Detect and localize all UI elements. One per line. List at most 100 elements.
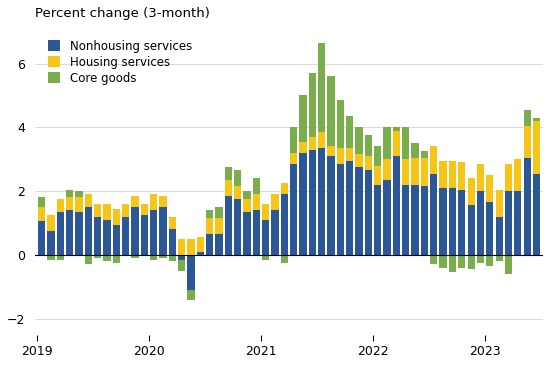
Bar — [57, 199, 64, 212]
Bar — [66, 189, 73, 197]
Bar — [280, 194, 288, 255]
Bar — [486, 255, 493, 266]
Bar — [365, 135, 372, 156]
Bar — [225, 180, 232, 196]
Bar — [225, 167, 232, 180]
Bar — [458, 189, 465, 255]
Bar — [122, 204, 129, 217]
Bar — [262, 255, 270, 260]
Bar — [449, 255, 456, 272]
Bar — [477, 164, 484, 191]
Bar — [383, 180, 390, 255]
Bar — [252, 210, 260, 255]
Bar — [94, 217, 101, 255]
Bar — [383, 127, 390, 159]
Bar — [346, 148, 354, 161]
Bar — [290, 127, 298, 153]
Bar — [430, 255, 437, 265]
Bar — [150, 210, 157, 255]
Bar — [327, 76, 335, 146]
Text: Percent change (3-month): Percent change (3-month) — [35, 7, 210, 20]
Bar — [113, 224, 120, 255]
Bar — [262, 220, 270, 255]
Bar — [47, 231, 54, 255]
Bar — [430, 146, 437, 174]
Bar — [178, 255, 185, 260]
Bar — [234, 199, 241, 255]
Bar — [160, 207, 167, 255]
Bar — [47, 255, 54, 260]
Bar — [496, 217, 503, 255]
Bar — [66, 197, 73, 210]
Bar — [131, 196, 139, 207]
Bar — [188, 255, 195, 290]
Bar — [514, 159, 521, 191]
Bar — [75, 191, 82, 197]
Bar — [85, 207, 92, 255]
Bar — [524, 126, 531, 158]
Bar — [365, 170, 372, 255]
Bar — [188, 239, 195, 255]
Bar — [169, 229, 176, 255]
Bar — [337, 148, 344, 164]
Bar — [290, 164, 298, 255]
Bar — [141, 215, 148, 255]
Bar — [439, 188, 447, 255]
Bar — [374, 146, 381, 166]
Bar — [216, 234, 223, 255]
Bar — [486, 175, 493, 202]
Bar — [468, 178, 475, 205]
Bar — [346, 161, 354, 255]
Bar — [458, 162, 465, 189]
Bar — [355, 127, 363, 154]
Bar — [468, 205, 475, 255]
Bar — [318, 132, 326, 148]
Bar — [318, 148, 326, 255]
Bar — [402, 159, 409, 185]
Bar — [496, 189, 503, 217]
Bar — [103, 220, 111, 255]
Bar — [234, 187, 241, 199]
Bar — [113, 209, 120, 224]
Bar — [496, 255, 503, 261]
Bar — [468, 255, 475, 269]
Bar — [402, 127, 409, 159]
Bar — [57, 255, 64, 260]
Bar — [309, 150, 316, 255]
Bar — [271, 194, 279, 210]
Bar — [411, 185, 419, 255]
Bar — [206, 218, 213, 234]
Bar — [411, 158, 419, 185]
Bar — [85, 255, 92, 265]
Bar — [477, 255, 484, 263]
Bar — [244, 199, 251, 212]
Bar — [421, 158, 428, 187]
Bar — [197, 252, 204, 255]
Bar — [374, 166, 381, 185]
Bar — [234, 170, 241, 187]
Bar — [337, 100, 344, 148]
Bar — [421, 187, 428, 255]
Bar — [280, 183, 288, 194]
Bar — [38, 207, 45, 222]
Bar — [188, 290, 195, 300]
Bar — [244, 212, 251, 255]
Bar — [505, 164, 512, 191]
Bar — [225, 196, 232, 255]
Bar — [383, 159, 390, 180]
Bar — [374, 185, 381, 255]
Bar — [38, 222, 45, 255]
Bar — [206, 234, 213, 255]
Bar — [309, 73, 316, 137]
Bar — [252, 178, 260, 194]
Bar — [327, 156, 335, 255]
Bar — [244, 191, 251, 199]
Bar — [533, 118, 540, 121]
Bar — [393, 127, 400, 131]
Bar — [411, 143, 419, 158]
Bar — [505, 255, 512, 274]
Bar — [486, 202, 493, 255]
Bar — [449, 188, 456, 255]
Bar — [421, 151, 428, 158]
Bar — [131, 207, 139, 255]
